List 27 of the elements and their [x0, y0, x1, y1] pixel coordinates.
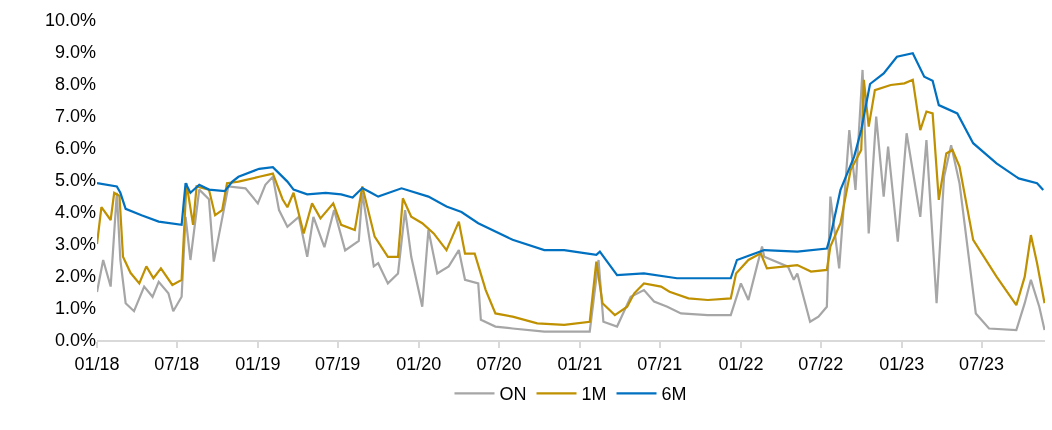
y-tick-label: 1.0% — [54, 298, 96, 319]
x-tick-label: 01/19 — [235, 353, 281, 374]
y-tick-label: 4.0% — [54, 202, 96, 223]
x-tick-label: 01/21 — [557, 353, 603, 374]
legend-label: ON — [499, 384, 527, 405]
y-tick-label: 10.0% — [44, 10, 96, 31]
x-tick-label: 01/20 — [396, 353, 442, 374]
x-tick-label: 07/18 — [154, 353, 200, 374]
y-tick-label: 2.0% — [54, 266, 96, 287]
y-tick-label: 8.0% — [54, 74, 96, 95]
y-tick-label: 5.0% — [54, 170, 96, 191]
x-tick-label: 07/21 — [637, 353, 683, 374]
y-tick-label: 3.0% — [54, 234, 96, 255]
x-tick-label: 01/18 — [74, 353, 120, 374]
y-tick-label: 9.0% — [54, 42, 96, 63]
x-tick-label: 01/22 — [718, 353, 764, 374]
y-tick-label: 6.0% — [54, 138, 96, 159]
legend-label: 6M — [661, 384, 687, 405]
x-tick-label: 01/23 — [879, 353, 925, 374]
x-tick-label: 07/20 — [476, 353, 522, 374]
x-tick-label: 07/19 — [315, 353, 361, 374]
y-tick-label: 0.0% — [54, 330, 96, 351]
x-tick-label: 07/23 — [959, 353, 1005, 374]
legend-label: 1M — [581, 384, 607, 405]
y-tick-label: 7.0% — [54, 106, 96, 127]
line-series — [97, 52, 1045, 280]
x-tick-label: 07/22 — [798, 353, 844, 374]
